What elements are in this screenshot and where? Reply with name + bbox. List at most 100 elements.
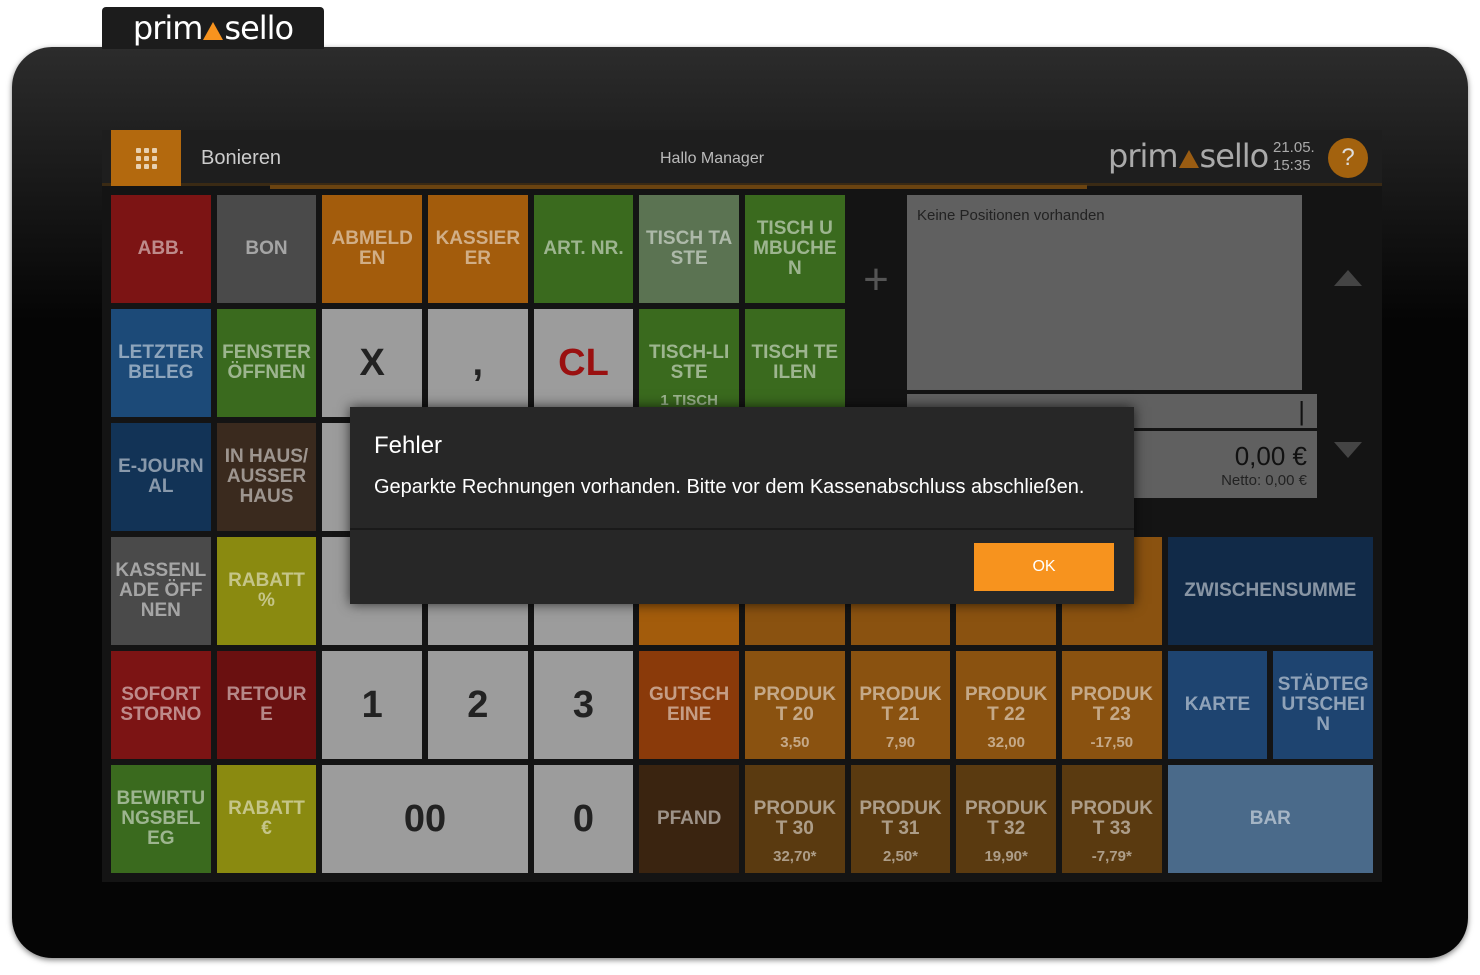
dialog-title: Fehler [374, 432, 443, 459]
key[interactable]: 1 [322, 651, 422, 759]
key[interactable]: PRODUKT 20 3,50 [744, 651, 845, 759]
key[interactable]: RABATT € [216, 765, 317, 873]
key[interactable]: E-JOURNAL [111, 423, 211, 531]
key[interactable]: TISCH TASTE [639, 195, 739, 303]
key[interactable]: PRODUKT 23 -17,50 [1061, 651, 1162, 759]
net: Netto: 0,00 € [1221, 472, 1307, 489]
cursor: | [1298, 396, 1305, 426]
key[interactable]: ART. NR. [533, 195, 634, 303]
key[interactable]: PRODUKT 21 7,90 [850, 651, 951, 759]
key-label: 00 [403, 798, 447, 840]
dialog: Fehler Geparkte Rechnungen vorhanden. Bi… [350, 407, 1134, 604]
key-label: PRODUKT 22 [964, 684, 1048, 725]
key-label: PRODUKT 20 [753, 684, 836, 725]
logo-text: sello [224, 9, 294, 47]
logo-text: sello [1199, 137, 1270, 175]
header-logo: prim sello [1108, 137, 1270, 175]
key-label: BAR [1249, 808, 1291, 829]
key[interactable]: TISCH UMBUCHEN [744, 195, 845, 303]
key-label: RETOURE [226, 684, 307, 725]
key-label: E-JOURNAL [118, 456, 204, 497]
key-label: PRODUKT 32 [964, 798, 1048, 839]
key[interactable]: PRODUKT 31 2,50* [850, 765, 951, 873]
key-label: CL [558, 342, 609, 384]
key-label: STÄDTEGUTSCHEIN [1277, 674, 1369, 735]
key-label: 2 [467, 684, 489, 726]
key-sublabel: 32,00 [987, 734, 1025, 751]
key[interactable]: GUTSCHEINE [639, 651, 739, 759]
total: 0,00 € [1234, 441, 1307, 471]
key-sublabel: 1 TISCH [660, 392, 718, 409]
key[interactable]: , [427, 309, 528, 417]
key[interactable]: 0 [533, 765, 634, 873]
key[interactable]: 2 [427, 651, 528, 759]
progress [270, 185, 1087, 189]
key[interactable]: KASSIERER [427, 195, 528, 303]
key-label: ZWISCHENSUMME [1184, 580, 1357, 601]
key-label: BON [245, 238, 288, 259]
key[interactable]: SOFORT STORNO [111, 651, 211, 759]
key-label: LETZTER BELEG [118, 342, 204, 383]
key[interactable]: RETOURE [216, 651, 317, 759]
key[interactable]: ZWISCHENSUMME [1167, 537, 1373, 645]
scroll-down[interactable] [1334, 442, 1362, 458]
key-label: 3 [572, 684, 595, 726]
key-label: IN HAUS/AUSSER HAUS [224, 446, 309, 507]
key[interactable]: STÄDTEGUTSCHEIN [1273, 651, 1373, 759]
key-label: KARTE [1184, 694, 1251, 715]
date: 21.05. [1273, 139, 1315, 156]
key-label: PRODUKT 33 [1070, 798, 1153, 839]
key[interactable]: KASSENLADE ÖFFNEN [111, 537, 211, 645]
time: 15:35 [1273, 157, 1311, 174]
key-sublabel: 7,90 [885, 734, 916, 751]
key-label: ABMELDEN [331, 228, 413, 269]
clock: 21.05. 15:35 [1273, 139, 1315, 175]
key[interactable]: PFAND [639, 765, 739, 873]
key-label: GUTSCHEINE [649, 684, 730, 725]
key[interactable]: ABMELDEN [322, 195, 422, 303]
add-button[interactable]: + [863, 255, 889, 304]
header [102, 130, 1382, 186]
key-label: X [359, 342, 385, 384]
menu-button[interactable] [111, 130, 181, 186]
key-label: TISCH-LISTE [649, 342, 730, 383]
key[interactable]: PRODUKT 32 19,90* [956, 765, 1056, 873]
key[interactable]: LETZTER BELEG [111, 309, 211, 417]
scroll-up[interactable] [1334, 270, 1362, 286]
dialog-message: Geparkte Rechnungen vorhanden. Bitte vor… [374, 476, 1085, 498]
key[interactable]: 00 [322, 765, 528, 873]
key[interactable]: ABB. [111, 195, 211, 303]
key[interactable]: BEWIRTUNGSBELEG [111, 765, 211, 873]
key-sublabel: 32,70* [773, 848, 817, 865]
key[interactable]: KARTE [1167, 651, 1268, 759]
key-label: BEWIRTUNGSBELEG [116, 788, 206, 849]
help-button[interactable]: ? [1328, 138, 1368, 178]
key-label: , [472, 342, 484, 384]
key-sublabel: -7,79* [1091, 848, 1132, 865]
key-label: KASSENLADE ÖFFNEN [115, 560, 207, 621]
key[interactable]: PRODUKT 22 32,00 [956, 651, 1056, 759]
key[interactable]: CL [533, 309, 634, 417]
key-label: PRODUKT 21 [859, 684, 942, 725]
key-label: PRODUKT 23 [1070, 684, 1153, 725]
key-label: KASSIERER [435, 228, 521, 269]
key[interactable]: FENSTER ÖFFNEN [216, 309, 317, 417]
key[interactable]: PRODUKT 30 32,70* [744, 765, 845, 873]
key[interactable]: 3 [533, 651, 634, 759]
divider [350, 528, 1134, 530]
key[interactable]: TISCH TEILEN [744, 309, 845, 417]
key[interactable]: X [322, 309, 422, 417]
key[interactable]: RABATT % [216, 537, 317, 645]
key[interactable]: TISCH-LISTE 1 TISCH [639, 309, 739, 417]
key-label: TISCH TASTE [646, 228, 733, 269]
ok-button[interactable]: OK [974, 543, 1114, 591]
key[interactable]: BAR [1167, 765, 1373, 873]
key[interactable]: IN HAUS/AUSSER HAUS [216, 423, 317, 531]
key-sublabel: 19,90* [984, 848, 1028, 865]
key[interactable]: PRODUKT 33 -7,79* [1061, 765, 1162, 873]
receipt: Keine Positionen vorhanden [907, 195, 1302, 390]
key-label: PFAND [656, 808, 722, 829]
logo-text: prim [1108, 137, 1179, 175]
key[interactable]: BON [216, 195, 317, 303]
empty-text: Keine Positionen vorhanden [917, 207, 1105, 224]
